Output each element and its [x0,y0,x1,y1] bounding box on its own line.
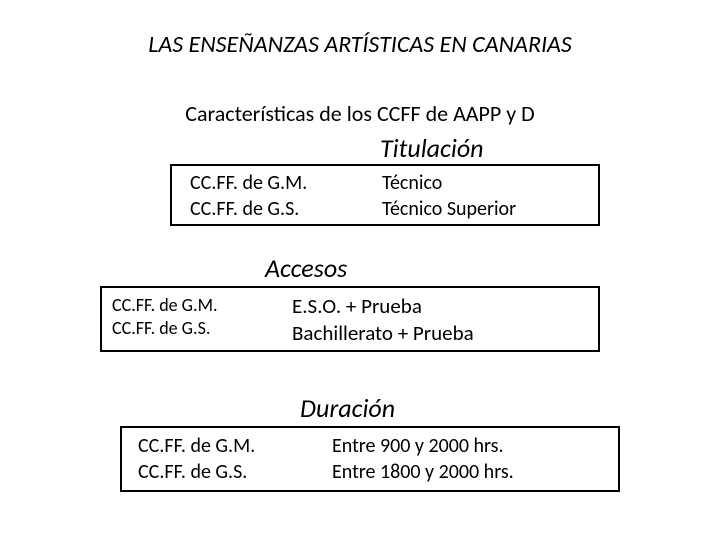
cell-text: Técnico Superior [382,196,516,222]
cell-text: CC.FF. de G.M. [190,170,307,196]
box-duracion: CC.FF. de G.M. CC.FF. de G.S. Entre 900 … [120,426,620,492]
box-titulacion-right: Técnico Técnico Superior [382,170,516,222]
page-subtitle: Características de los CCFF de AAPP y D [0,100,720,127]
box-titulacion: CC.FF. de G.M. CC.FF. de G.S. Técnico Té… [170,164,600,226]
box-accesos-left: CC.FF. de G.M. CC.FF. de G.S. [112,294,218,340]
cell-text: Técnico [382,170,516,196]
cell-text: Entre 1800 y 2000 hrs. [332,459,514,485]
cell-text: CC.FF. de G.S. [190,196,307,222]
cell-text: CC.FF. de G.M. [138,433,255,459]
cell-text: Entre 900 y 2000 hrs. [332,433,514,459]
cell-text: CC.FF. de G.M. [112,294,218,317]
slide: LAS ENSEÑANZAS ARTÍSTICAS EN CANARIAS Ca… [0,0,720,540]
cell-text: CC.FF. de G.S. [112,317,218,340]
section-heading-duracion: Duración [300,392,395,424]
box-accesos: CC.FF. de G.M. CC.FF. de G.S. E.S.O. + P… [100,286,600,352]
section-heading-titulacion: Titulación [380,132,484,164]
section-heading-accesos: Accesos [265,252,347,284]
cell-text: E.S.O. + Prueba [292,293,474,320]
box-titulacion-left: CC.FF. de G.M. CC.FF. de G.S. [190,170,307,222]
box-duracion-right: Entre 900 y 2000 hrs. Entre 1800 y 2000 … [332,433,514,485]
cell-text: Bachillerato + Prueba [292,320,474,347]
page-title: LAS ENSEÑANZAS ARTÍSTICAS EN CANARIAS [0,30,720,59]
box-duracion-left: CC.FF. de G.M. CC.FF. de G.S. [138,433,255,485]
box-accesos-right: E.S.O. + Prueba Bachillerato + Prueba [292,293,474,347]
cell-text: CC.FF. de G.S. [138,459,255,485]
